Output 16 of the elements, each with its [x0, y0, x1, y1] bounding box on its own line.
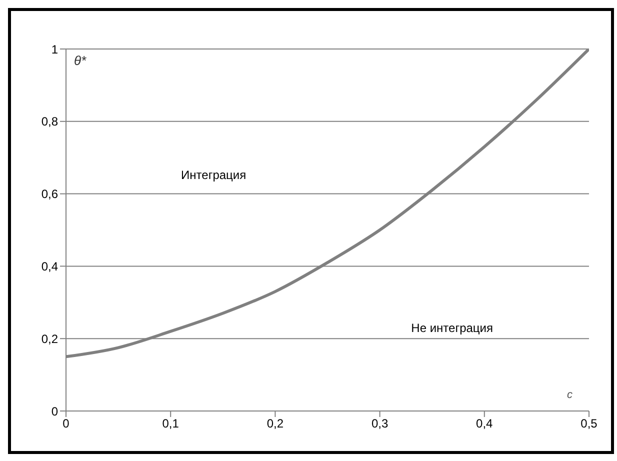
x-tick-label: 0,1: [162, 416, 180, 431]
y-tick-label: 0: [51, 404, 58, 418]
y-axis-title: θ*: [74, 53, 86, 68]
y-tick-label: 0,4: [41, 259, 58, 274]
y-tick-label: 0,8: [41, 114, 58, 129]
y-tick-label: 0,6: [41, 187, 58, 202]
annotation: Не интеграция: [411, 320, 494, 334]
annotation: Интеграция: [181, 168, 246, 182]
y-tick-label: 1: [51, 42, 58, 56]
x-tick-label: 0,3: [371, 416, 388, 431]
x-axis-title: c: [567, 389, 572, 401]
y-tick-label: 0,2: [41, 332, 58, 346]
x-tick-label: 0,4: [476, 416, 494, 431]
x-tick-label: 0,2: [266, 416, 284, 431]
x-tick-label: 0: [62, 416, 70, 431]
x-tick-label: 0,5: [580, 416, 598, 431]
